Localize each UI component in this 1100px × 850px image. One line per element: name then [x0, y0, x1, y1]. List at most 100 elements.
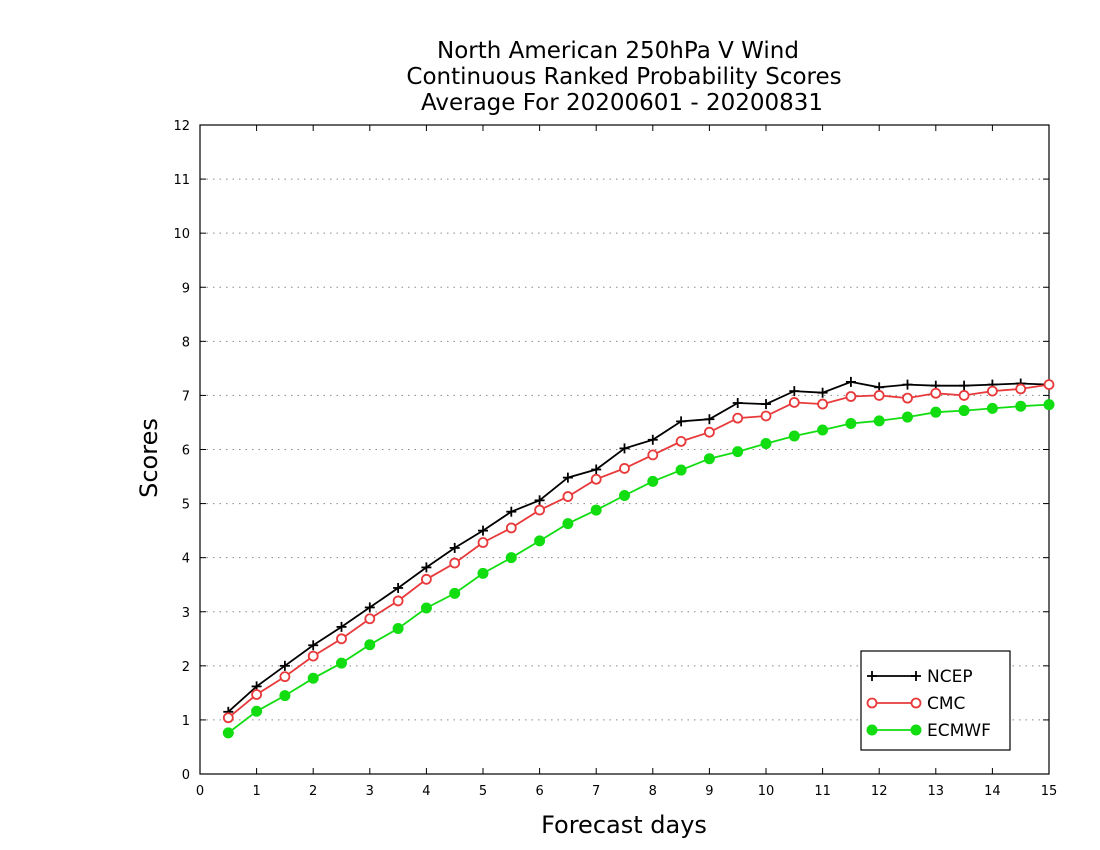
title-line-3: Average For 20200601 - 20200831 [421, 90, 823, 116]
ecmwf-point [505, 552, 517, 564]
y-tick-label: 0 [182, 768, 190, 783]
ecmwf-point [590, 504, 602, 516]
ncep-point [676, 416, 687, 427]
legend: NCEP CMC ECMWF [860, 650, 1011, 751]
ncep-point [619, 443, 630, 454]
x-tick-label: 15 [1041, 784, 1058, 799]
cmc-point [449, 557, 461, 569]
cmc-point [505, 522, 517, 534]
ncep-point [534, 495, 545, 506]
ncep-point [845, 376, 856, 387]
y-tick-label: 12 [173, 119, 190, 134]
x-tick-label: 9 [705, 784, 713, 799]
legend-marker [866, 697, 878, 709]
ecmwf-point [647, 475, 659, 487]
chart-title: North American 250hPa V Wind Continuous … [406, 38, 841, 116]
ecmwf-point [1043, 399, 1055, 411]
x-tick-label: 5 [479, 784, 487, 799]
cmc-point [845, 391, 857, 402]
cmc-point [562, 491, 574, 502]
cmc-point [958, 390, 970, 401]
cmc-point [1015, 383, 1027, 395]
x-tick-label: 10 [758, 784, 775, 799]
legend-marker [867, 671, 877, 681]
x-tick-label: 13 [928, 784, 945, 799]
title-line-2: Continuous Ranked Probability Scores [406, 64, 841, 90]
ecmwf-point [420, 602, 432, 614]
cmc-point [392, 595, 404, 607]
title-line-1: North American 250hPa V Wind [437, 38, 799, 64]
ecmwf-point [902, 411, 913, 423]
legend-item-cmc: CMC [866, 694, 965, 714]
cmc-point [675, 435, 687, 447]
legend-marker [910, 697, 922, 709]
ecmwf-point [873, 415, 885, 427]
cmc-point [336, 633, 347, 645]
cmc-point [251, 689, 263, 700]
y-tick-label: 8 [182, 335, 190, 350]
legend-label-ecmwf: ECMWF [927, 721, 991, 741]
y-tick-label: 9 [182, 281, 190, 296]
cmc-point [873, 390, 885, 401]
ecmwf-point [534, 535, 546, 547]
x-tick-label: 4 [422, 784, 430, 799]
ncep-point [308, 640, 319, 651]
ecmwf-point [307, 672, 319, 684]
ecmwf-point [760, 438, 772, 450]
cmc-point [902, 392, 913, 404]
ncep-point [647, 434, 658, 445]
ecmwf-point [477, 567, 489, 579]
cmc-point [760, 410, 772, 422]
ecmwf-point [817, 424, 829, 436]
cmc-point [1043, 379, 1055, 391]
cmc-point [420, 573, 432, 585]
ncep-point [336, 621, 347, 632]
ncep-point [817, 387, 828, 398]
ecmwf-point [279, 690, 291, 702]
x-tick-label: 0 [196, 784, 204, 799]
series-ecmwf [222, 399, 1055, 739]
cmc-point [590, 473, 602, 485]
cmc-point [534, 504, 545, 516]
cmc-point [279, 671, 291, 683]
y-tick-label: 2 [182, 660, 190, 675]
x-tick-label: 14 [984, 784, 1001, 799]
ecmwf-point [222, 727, 234, 739]
ecmwf-point [364, 639, 376, 651]
ecmwf-point [986, 402, 998, 414]
ncep-point [449, 542, 460, 553]
legend-item-ecmwf: ECMWF [866, 721, 991, 741]
cmc-point [732, 412, 744, 424]
series-group [222, 376, 1055, 739]
ecmwf-point [449, 587, 461, 599]
ecmwf-point [562, 518, 574, 530]
x-axis-label: Forecast days [541, 811, 707, 839]
ecmwf-point [845, 418, 857, 430]
ncep-point [902, 379, 913, 390]
x-tick-label: 11 [814, 784, 831, 799]
y-tick-label: 5 [182, 498, 190, 513]
series-cmc [222, 379, 1055, 724]
x-tick-label: 6 [535, 784, 543, 799]
y-tick-label: 3 [182, 606, 190, 621]
ecmwf-point [675, 464, 687, 476]
cmc-point [987, 385, 998, 397]
ncep-point [761, 399, 771, 410]
ecmwf-point [958, 405, 970, 417]
ncep-point [364, 602, 375, 613]
ncep-point [279, 660, 290, 671]
y-tick-label: 11 [173, 173, 190, 188]
legend-marker [910, 724, 922, 736]
ecmwf-point [788, 430, 800, 442]
legend-marker [911, 671, 921, 681]
legend-item-ncep: NCEP [867, 667, 973, 687]
ncep-point [732, 397, 743, 408]
cmc-point [222, 712, 234, 724]
y-axis-label: Scores [135, 418, 163, 498]
cmc-point [477, 537, 489, 548]
ncep-point [393, 582, 404, 593]
ncep-point [478, 525, 488, 536]
y-tick-label: 4 [182, 552, 190, 567]
